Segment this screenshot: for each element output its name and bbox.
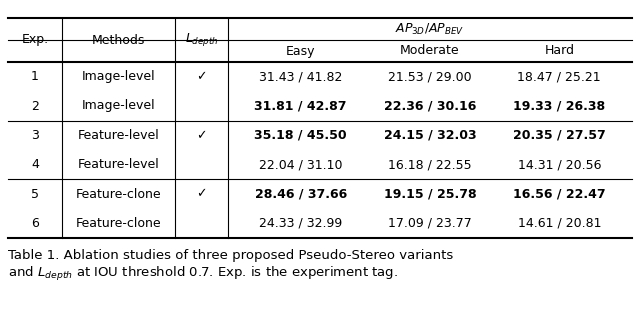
Text: Exp.: Exp. [21,33,49,46]
Text: 14.31 / 20.56: 14.31 / 20.56 [518,158,601,171]
Text: 24.33 / 32.99: 24.33 / 32.99 [259,217,342,230]
Text: 19.15 / 25.78: 19.15 / 25.78 [384,188,476,201]
Text: ✓: ✓ [196,188,207,201]
Text: 31.43 / 41.82: 31.43 / 41.82 [259,70,342,83]
Text: and $L_{depth}$ at IOU threshold 0.7. Exp. is the experiment tag.: and $L_{depth}$ at IOU threshold 0.7. Ex… [8,265,398,283]
Text: 35.18 / 45.50: 35.18 / 45.50 [255,129,347,142]
Text: 1: 1 [31,70,39,83]
Text: Hard: Hard [544,45,574,57]
Text: 16.18 / 22.55: 16.18 / 22.55 [388,158,472,171]
Text: 31.81 / 42.87: 31.81 / 42.87 [255,100,347,113]
Text: Feature-clone: Feature-clone [76,188,161,201]
Text: 21.53 / 29.00: 21.53 / 29.00 [388,70,472,83]
Text: 19.33 / 26.38: 19.33 / 26.38 [513,100,605,113]
Text: 18.47 / 25.21: 18.47 / 25.21 [518,70,601,83]
Text: Image-level: Image-level [82,100,156,113]
Text: Easy: Easy [286,45,316,57]
Text: ✓: ✓ [196,70,207,83]
Text: 22.36 / 30.16: 22.36 / 30.16 [384,100,476,113]
Text: 22.04 / 31.10: 22.04 / 31.10 [259,158,342,171]
Text: Moderate: Moderate [400,45,460,57]
Text: 6: 6 [31,217,39,230]
Text: Image-level: Image-level [82,70,156,83]
Text: 24.15 / 32.03: 24.15 / 32.03 [384,129,476,142]
Text: Feature-clone: Feature-clone [76,217,161,230]
Text: 17.09 / 23.77: 17.09 / 23.77 [388,217,472,230]
Text: 2: 2 [31,100,39,113]
Text: 14.61 / 20.81: 14.61 / 20.81 [518,217,601,230]
Text: 3: 3 [31,129,39,142]
Text: Feature-level: Feature-level [77,158,159,171]
Text: 20.35 / 27.57: 20.35 / 27.57 [513,129,605,142]
Text: $AP_{3D}/AP_{BEV}$: $AP_{3D}/AP_{BEV}$ [396,21,465,37]
Text: 16.56 / 22.47: 16.56 / 22.47 [513,188,605,201]
Text: 4: 4 [31,158,39,171]
Text: 5: 5 [31,188,39,201]
Text: $L_{depth}$: $L_{depth}$ [184,32,218,48]
Text: Methods: Methods [92,33,145,46]
Text: Feature-level: Feature-level [77,129,159,142]
Text: 28.46 / 37.66: 28.46 / 37.66 [255,188,347,201]
Text: Table 1. Ablation studies of three proposed Pseudo-Stereo variants: Table 1. Ablation studies of three propo… [8,250,453,263]
Text: ✓: ✓ [196,129,207,142]
